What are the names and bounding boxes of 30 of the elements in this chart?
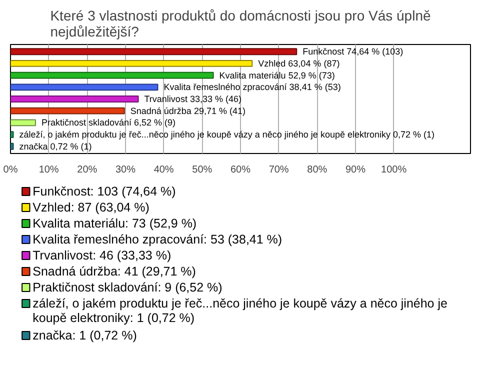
data-label: značka 0,72 % (1) <box>19 141 92 152</box>
x-tick-label: 90% <box>345 164 366 176</box>
legend-label: Praktičnost skladování: 9 (6,52 %) <box>32 280 222 294</box>
x-tick-label: 10% <box>38 164 59 176</box>
data-label: Kvalita řemeslného zpracování 38,41 % (53) <box>164 82 341 92</box>
legend-label: Kvalita materiálu: 73 (52,9 %) <box>32 216 197 230</box>
legend-label: Vzhled: 87 (63,04 %) <box>32 200 150 214</box>
legend-label: Kvalita řemeslného zpracování: 53 (38,41 %) <box>32 232 282 246</box>
data-label: Trvanlivost 33,33 % (46) <box>144 94 242 104</box>
data-label: Funkčnost 74,64 % (103) <box>302 46 404 57</box>
data-label: záleží, o jakém produktu je řeč...něco jiného je koupě vázy a něco jiného je koupě elektroniky 0,72 % (1) <box>19 130 435 140</box>
x-tick-label: 60% <box>230 164 251 176</box>
x-tick-label: 30% <box>115 164 136 176</box>
x-tick-label: 0% <box>3 164 18 176</box>
legend-label: značka: 1 (0,72 %) <box>32 328 137 342</box>
legend-label: Trvanlivost: 46 (33,33 %) <box>32 248 172 262</box>
x-tick-label: 70% <box>268 164 289 176</box>
legend-label: Snadná údržba: 41 (29,71 %) <box>32 264 196 278</box>
x-tick-label: 40% <box>154 164 174 176</box>
x-tick-label: 80% <box>307 164 328 176</box>
chart-title: Které 3 vlastnosti produktů do domácnosti jsou pro Vás úplně nejdůležitější? <box>50 8 431 40</box>
data-label: Vzhled 63,04 % (87) <box>258 58 340 68</box>
legend-label: Funkčnost: 103 (74,64 %) <box>32 184 176 198</box>
legend-label: záleží, o jakém produktu je řeč...něco jiného je koupě vázy a něco jiného je koupě elektroniky: 1 (0,72 %) <box>32 296 448 326</box>
x-tick-label: 100% <box>381 164 407 176</box>
data-label: Snadná údržba 29,71 % (41) <box>130 106 246 116</box>
x-tick-label: 20% <box>77 164 98 176</box>
data-label: Kvalita materiálu 52,9 % (73) <box>219 70 335 80</box>
data-label: Praktičnost skladování 6,52 % (9) <box>41 118 176 128</box>
x-tick-label: 50% <box>192 164 212 176</box>
